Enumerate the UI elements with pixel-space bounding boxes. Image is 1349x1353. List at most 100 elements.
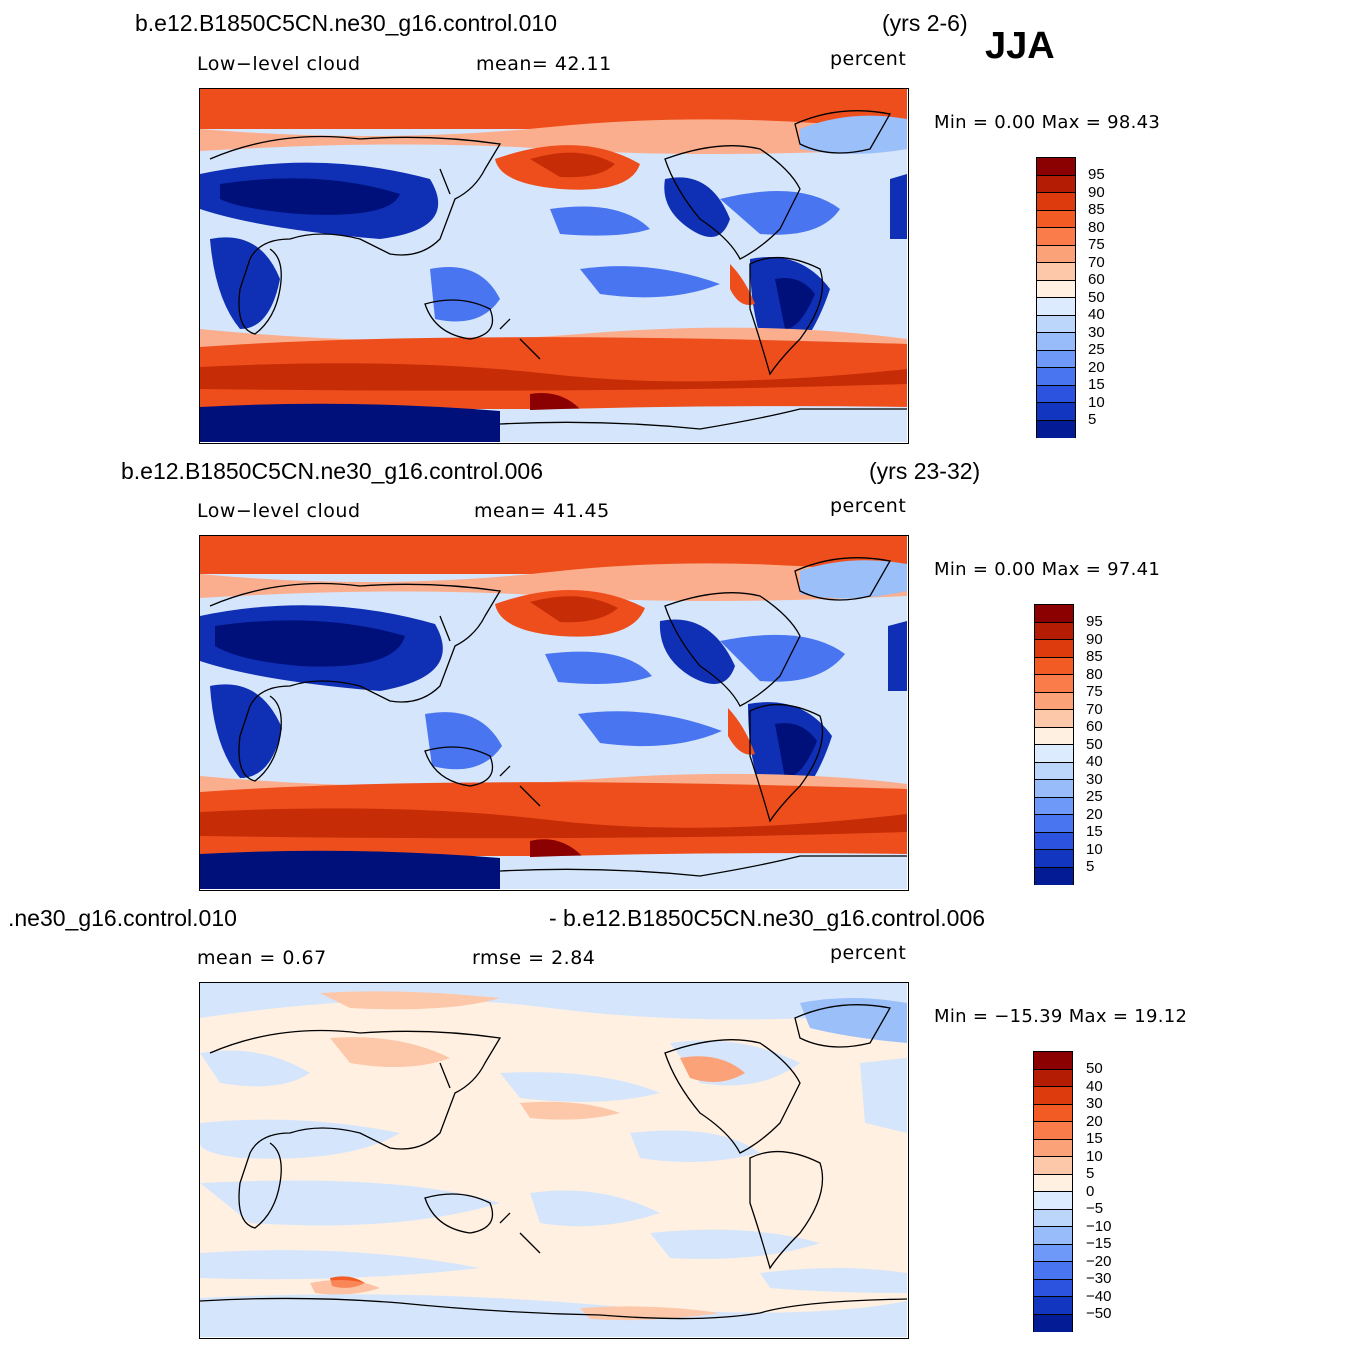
- colorbar-tick-label: 20: [1088, 358, 1105, 376]
- colorbar-tick-label: 40: [1088, 306, 1105, 323]
- panel1-mean-label: mean= 42.11: [476, 53, 612, 75]
- colorbar-swatch: [1034, 1227, 1072, 1245]
- colorbar-tick-label: 5: [1086, 1165, 1095, 1182]
- colorbar-swatch: [1037, 280, 1075, 298]
- colorbar-swatch: [1037, 368, 1075, 386]
- colorbar-swatch: [1035, 605, 1073, 623]
- panel2-map-field: [200, 536, 907, 889]
- colorbar-tick-label: −40: [1086, 1287, 1112, 1305]
- season-label: JJA: [985, 25, 1055, 67]
- panel1-case-title: b.e12.B1850C5CN.ne30_g16.control.010: [135, 10, 557, 36]
- colorbar-tick-label: 30: [1086, 1095, 1103, 1112]
- colorbar-tick-label: 25: [1086, 788, 1103, 805]
- colorbar-swatch: [1034, 1104, 1072, 1122]
- panel3-map: [199, 982, 909, 1339]
- colorbar-tick-label: −20: [1086, 1252, 1112, 1270]
- colorbar-tick-label: 70: [1088, 253, 1105, 271]
- panel3-case-title: .ne30_g16.control.010: [8, 905, 237, 931]
- colorbar-swatch: [1034, 1279, 1072, 1297]
- colorbar-swatch: [1034, 1157, 1072, 1175]
- colorbar-tick-label: 70: [1086, 700, 1103, 718]
- colorbar-tick-label: 10: [1088, 393, 1105, 411]
- panel3-colorbar: [1033, 1051, 1073, 1332]
- panel1-map: [199, 88, 909, 444]
- panel3-case-title-right: - b.e12.B1850C5CN.ne30_g16.control.006: [549, 905, 986, 931]
- panel3-minmax-label: Min = −15.39 Max = 19.12: [934, 1006, 1188, 1027]
- colorbar-swatch: [1037, 263, 1075, 281]
- colorbar-tick-label: 50: [1088, 288, 1105, 306]
- panel2-years: (yrs 23-32): [869, 458, 981, 484]
- panel1-map-field: [200, 89, 907, 442]
- colorbar-swatch: [1035, 815, 1073, 833]
- colorbar-swatch: [1035, 745, 1073, 763]
- colorbar-tick-label: 20: [1086, 805, 1103, 823]
- panel1-units-label: percent: [830, 48, 907, 70]
- colorbar-tick-label: 60: [1088, 271, 1105, 288]
- colorbar-tick-label: −5: [1086, 1200, 1104, 1217]
- colorbar-tick-label: 90: [1086, 630, 1103, 648]
- panel3-map-field: [200, 983, 907, 1337]
- colorbar-tick-label: 80: [1086, 665, 1103, 683]
- colorbar-tick-label: −10: [1086, 1217, 1112, 1235]
- colorbar-tick-label: 30: [1086, 770, 1103, 788]
- colorbar-swatch: [1034, 1052, 1072, 1070]
- colorbar-swatch: [1034, 1174, 1072, 1192]
- colorbar-swatch: [1037, 298, 1075, 316]
- panel1-years: (yrs 2-6): [882, 10, 968, 36]
- panel2-minmax-label: Min = 0.00 Max = 97.41: [934, 559, 1161, 580]
- colorbar-tick-label: 95: [1088, 166, 1105, 183]
- colorbar-swatch: [1035, 850, 1073, 868]
- colorbar-swatch: [1035, 640, 1073, 658]
- colorbar-tick-label: 20: [1086, 1112, 1103, 1130]
- colorbar-swatch: [1035, 727, 1073, 745]
- colorbar-tick-label: 30: [1088, 323, 1105, 341]
- colorbar-swatch: [1034, 1314, 1072, 1332]
- colorbar-swatch: [1035, 762, 1073, 780]
- panel2-mean-label: mean= 41.45: [474, 500, 610, 522]
- colorbar-tick-label: 95: [1086, 613, 1103, 630]
- colorbar-tick-label: 15: [1086, 1130, 1103, 1147]
- panel3-mean-label: mean = 0.67: [197, 947, 327, 969]
- colorbar-swatch: [1035, 692, 1073, 710]
- colorbar-swatch: [1037, 315, 1075, 333]
- colorbar-swatch: [1034, 1297, 1072, 1315]
- colorbar-swatch: [1035, 675, 1073, 693]
- colorbar-swatch: [1034, 1069, 1072, 1087]
- colorbar-swatch: [1034, 1192, 1072, 1210]
- colorbar-swatch: [1034, 1122, 1072, 1140]
- colorbar-tick-label: 85: [1086, 648, 1103, 665]
- colorbar-tick-label: −15: [1086, 1235, 1112, 1252]
- panel3-rmse-label: rmse = 2.84: [472, 947, 596, 969]
- panel2-units-label: percent: [830, 495, 907, 517]
- colorbar-swatch: [1037, 175, 1075, 193]
- colorbar-swatch: [1035, 780, 1073, 798]
- colorbar-swatch: [1037, 210, 1075, 228]
- panel3-coastlines: [200, 1004, 907, 1320]
- colorbar-tick-label: 5: [1086, 858, 1095, 875]
- colorbar-tick-label: 5: [1088, 411, 1097, 428]
- colorbar-swatch: [1037, 385, 1075, 403]
- colorbar-tick-label: 50: [1086, 1060, 1103, 1077]
- colorbar-tick-label: 90: [1088, 183, 1105, 201]
- colorbar-tick-label: 50: [1086, 735, 1103, 753]
- colorbar-swatch: [1037, 245, 1075, 263]
- panel1-colorbar: [1036, 157, 1076, 438]
- panel2-case-title: b.e12.B1850C5CN.ne30_g16.control.006: [121, 458, 543, 484]
- colorbar-swatch: [1037, 193, 1075, 211]
- panel1-coastlines: [209, 110, 907, 430]
- colorbar-swatch: [1037, 158, 1075, 176]
- panel1-minmax-label: Min = 0.00 Max = 98.43: [934, 112, 1161, 133]
- colorbar-tick-label: 0: [1086, 1182, 1095, 1200]
- panel2-colorbar: [1034, 604, 1074, 885]
- colorbar-tick-label: 75: [1086, 683, 1103, 700]
- colorbar-tick-label: 10: [1086, 840, 1103, 858]
- colorbar-tick-label: 40: [1086, 1077, 1103, 1095]
- panel3-units-label: percent: [830, 942, 907, 964]
- colorbar-tick-label: −30: [1086, 1270, 1112, 1287]
- colorbar-swatch: [1034, 1139, 1072, 1157]
- colorbar-tick-label: 75: [1088, 236, 1105, 253]
- colorbar-tick-label: 80: [1088, 218, 1105, 236]
- colorbar-swatch: [1034, 1087, 1072, 1105]
- panel1-variable-label: Low−level cloud: [197, 53, 361, 75]
- colorbar-swatch: [1035, 797, 1073, 815]
